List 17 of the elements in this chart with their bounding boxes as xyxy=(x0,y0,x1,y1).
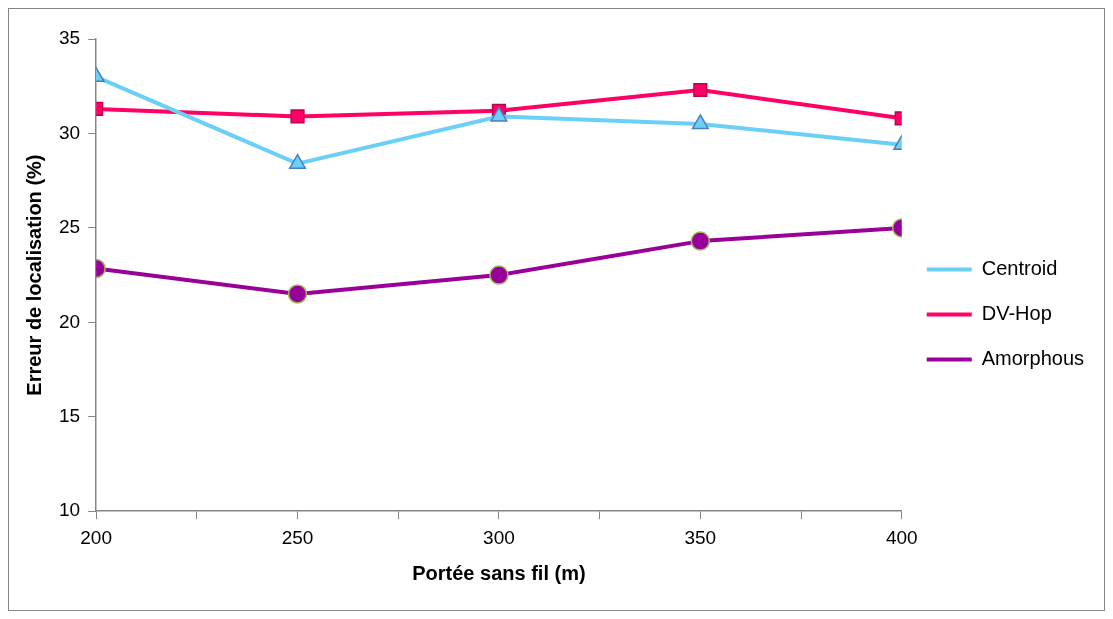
legend-label: Amorphous xyxy=(981,347,1085,370)
y-tick-label: 30 xyxy=(58,121,81,143)
y-axis-title: Erreur de localisation (%) xyxy=(22,154,45,396)
legend-label: DV-Hop xyxy=(981,302,1052,325)
legend-label: Centroid xyxy=(981,257,1058,280)
x-axis-title: Portée sans fil (m) xyxy=(412,561,586,584)
x-tick-label: 200 xyxy=(80,526,112,548)
y-tick-label: 15 xyxy=(58,404,81,426)
y-tick-label: 20 xyxy=(58,310,81,332)
x-tick-label: 350 xyxy=(684,526,717,548)
x-tick-label: 250 xyxy=(281,526,314,548)
y-tick-label: 35 xyxy=(58,27,81,49)
y-tick-label: 25 xyxy=(58,216,81,238)
x-tick-label: 400 xyxy=(885,526,918,548)
x-tick-label: 300 xyxy=(483,526,515,548)
y-tick-label: 10 xyxy=(58,499,81,521)
point xyxy=(489,265,509,285)
